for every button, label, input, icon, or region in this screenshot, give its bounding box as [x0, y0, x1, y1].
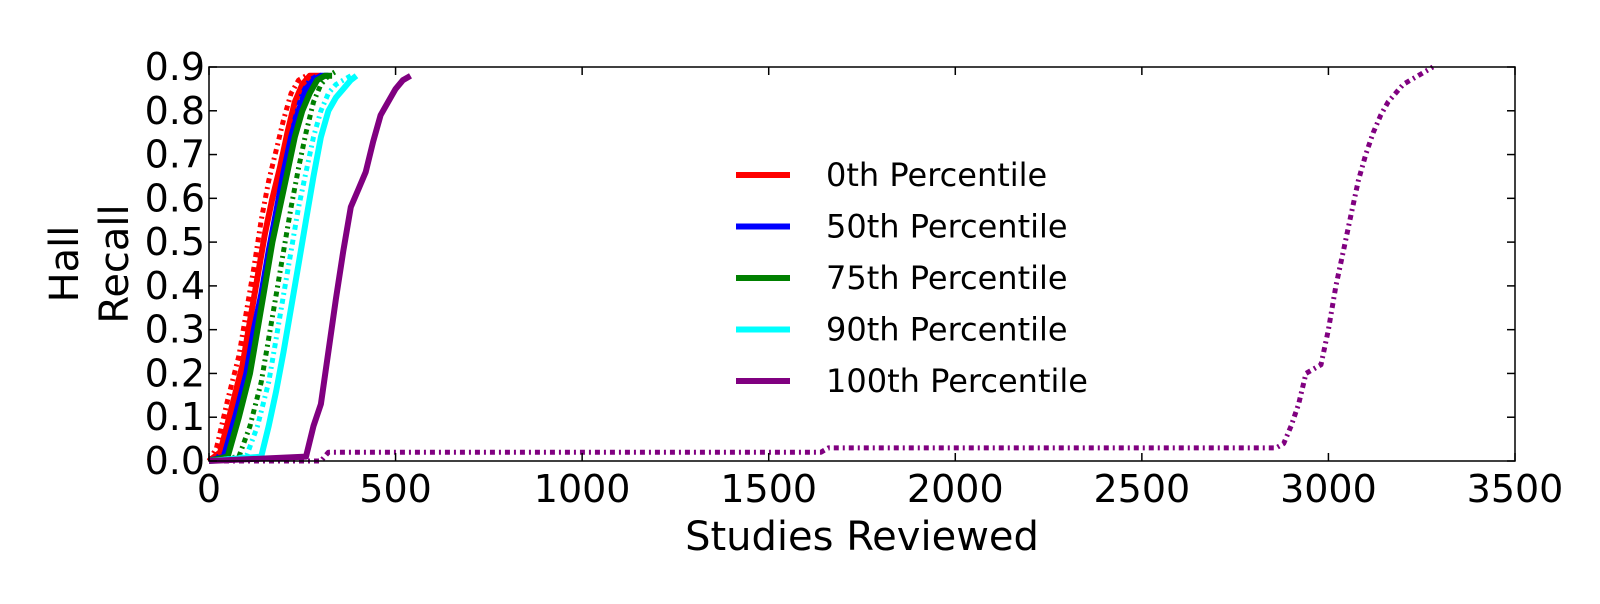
series-line-6-solid [208, 73, 359, 464]
y-tick-label: 0.6 [145, 176, 205, 220]
plot-frame [208, 66, 1516, 462]
x-tick-label: 3000 [1280, 467, 1377, 511]
y-axis-label-line1: Hall [42, 226, 88, 303]
ticks-layer [208, 66, 1516, 462]
x-tick-label: 3500 [1467, 467, 1564, 511]
legend-item: 50th Percentile [736, 208, 1068, 246]
y-axis-label-line2: Recall [92, 204, 138, 323]
legend-label: 0th Percentile [826, 156, 1047, 194]
legend-label: 100th Percentile [826, 362, 1088, 400]
y-tick-label: 0.2 [145, 351, 205, 395]
series-line-0-solid [207, 72, 321, 464]
legend-label: 50th Percentile [826, 208, 1068, 246]
series-line-4-solid [208, 72, 333, 464]
legend-item: 75th Percentile [736, 259, 1068, 297]
y-tick-label: 0.1 [145, 395, 205, 439]
y-tick-label: 0.3 [145, 308, 205, 352]
series-line-5-dashdot [208, 69, 338, 464]
legend-item: 0th Percentile [736, 156, 1047, 194]
x-tick-label: 2500 [1093, 467, 1190, 511]
y-tick-label: 0.9 [145, 45, 205, 89]
legend-item: 100th Percentile [736, 362, 1088, 400]
y-tick-label: 0.0 [145, 439, 205, 483]
y-tick-label: 0.4 [145, 264, 205, 308]
x-tick-label: 2000 [907, 467, 1004, 511]
y-tick-labels: 0.00.10.20.30.40.50.60.70.80.9 [145, 45, 205, 483]
x-tick-label: 0 [197, 467, 221, 511]
series-line-8-solid [208, 73, 412, 464]
x-tick-labels: 0 500 1000 1500 2000 2500 3000 3500 [197, 467, 1563, 511]
legend: 0th Percentile 50th Percentile 75th Percen… [736, 156, 1088, 400]
y-tick-label: 0.7 [145, 133, 205, 177]
y-tick-label: 0.8 [145, 89, 205, 133]
x-tick-label: 500 [359, 467, 432, 511]
x-axis-label: Studies Reviewed [685, 514, 1039, 560]
legend-label: 75th Percentile [826, 259, 1068, 297]
series-line-7-dashdot [208, 73, 353, 464]
legend-item: 90th Percentile [736, 311, 1068, 349]
series-layer [206, 64, 1435, 464]
legend-label: 90th Percentile [826, 311, 1068, 349]
x-tick-label: 1000 [534, 467, 631, 511]
y-tick-label: 0.5 [145, 220, 205, 264]
series-line-9-dashdot [209, 64, 1435, 464]
x-tick-label: 1500 [720, 467, 817, 511]
series-line-1-dashdot [206, 73, 314, 463]
